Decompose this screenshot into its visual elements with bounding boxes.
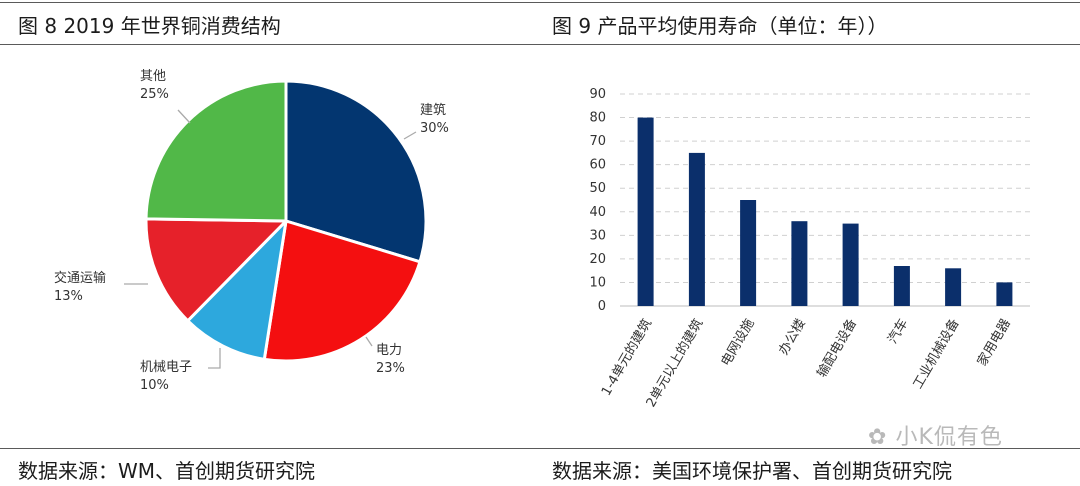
pie-percent-1: 30% <box>420 121 449 136</box>
x-tick-label: 2单元以上的建筑 <box>643 316 706 410</box>
left-figure-heading: 图 8 2019 年世界铜消费结构 <box>18 14 281 38</box>
heading-rule <box>0 44 1080 45</box>
pie-label-3: 机械电子 <box>140 360 192 375</box>
y-tick-label: 0 <box>598 299 606 314</box>
top-rule <box>0 2 1080 3</box>
bar-8 <box>996 282 1013 306</box>
x-tick-label: 汽车 <box>884 316 911 347</box>
pie-label-4: 交通运输 <box>54 270 106 286</box>
pie-label-1: 建筑 <box>420 102 446 118</box>
pie-slice-4 <box>144 217 288 323</box>
pie-slice-1 <box>284 79 428 264</box>
watermark-text: 小K侃有色 <box>895 425 1003 450</box>
bar-2 <box>688 152 705 306</box>
bar-7 <box>945 268 962 306</box>
y-tick-label: 30 <box>589 228 606 243</box>
pie-label-5: 其他 <box>140 69 166 84</box>
right-figure-heading: 图 9 产品平均使用寿命（单位：年）） <box>552 14 888 38</box>
pie-percent-5: 25% <box>140 87 169 102</box>
wechat-icon: ✿ <box>868 425 896 450</box>
pie-slice-2 <box>262 219 422 363</box>
y-tick-label: 20 <box>589 252 606 267</box>
pie-slice-3 <box>186 219 288 361</box>
x-tick-label: 1-4单元的建筑 <box>598 316 655 399</box>
bar-1 <box>637 117 654 306</box>
watermark-logo: ✿ 小K侃有色 <box>868 419 1003 451</box>
pie-percent-3: 10% <box>140 378 169 393</box>
x-tick-label: 办公楼 <box>776 317 808 358</box>
leader-line-1 <box>403 131 417 140</box>
source-rule <box>0 448 1080 449</box>
left-source-note: 数据来源：WM、首创期货研究院 <box>18 459 316 483</box>
pie-label-2: 电力 <box>376 343 402 358</box>
bar-4 <box>791 221 808 306</box>
pie-slice-5 <box>144 79 288 223</box>
leader-line-5 <box>177 109 191 124</box>
y-tick-label: 40 <box>589 205 606 220</box>
bar-6 <box>893 266 910 306</box>
pie-chart: 建筑 30% 电力 23% 机械电子 10% 交通运输 13% 其他 25% <box>54 69 449 393</box>
right-source-note: 数据来源：美国环境保护署、首创期货研究院 <box>552 459 952 483</box>
y-tick-label: 90 <box>589 87 606 102</box>
y-tick-label: 80 <box>589 111 606 126</box>
bar-3 <box>740 200 757 306</box>
y-tick-label: 50 <box>589 181 606 196</box>
x-tick-label: 工业机械设备 <box>910 316 963 392</box>
x-tick-label: 家用电器 <box>974 316 1014 369</box>
pie-percent-4: 13% <box>54 289 83 304</box>
pie-percent-2: 23% <box>376 361 405 376</box>
leader-line-3 <box>208 348 221 369</box>
bar-5 <box>842 223 859 306</box>
y-tick-label: 60 <box>589 158 606 173</box>
y-tick-label: 70 <box>589 134 606 149</box>
x-tick-label: 电网设施 <box>719 317 758 370</box>
x-tick-label: 输配电设备 <box>814 316 860 380</box>
leader-line-2 <box>365 336 373 347</box>
y-tick-label: 10 <box>589 275 606 290</box>
